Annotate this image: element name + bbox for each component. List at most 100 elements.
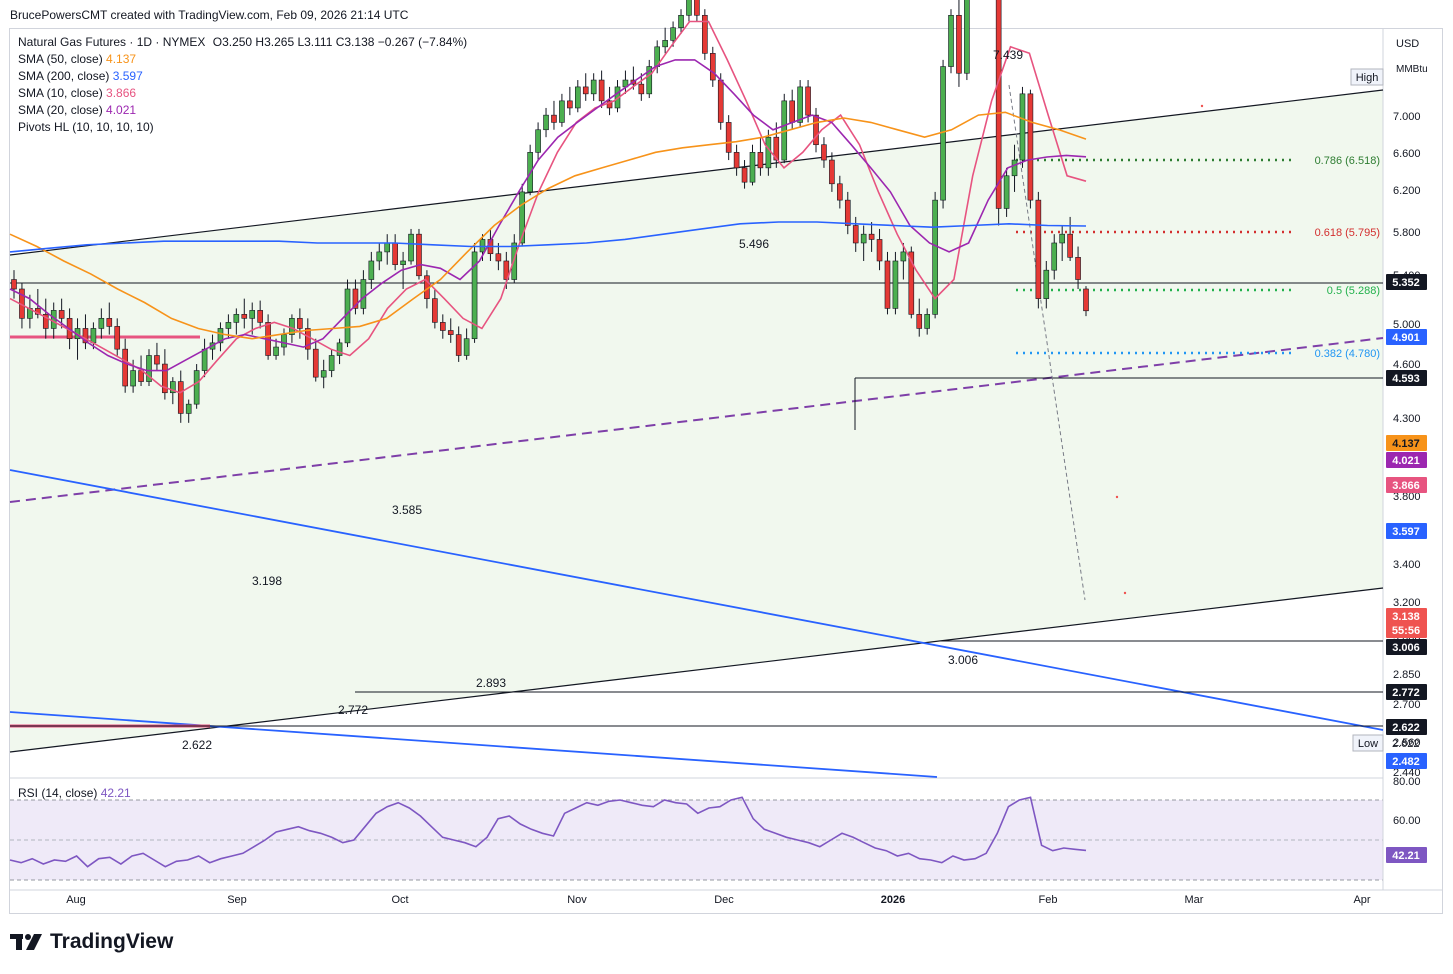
rsi-label: RSI (14, close): [18, 786, 98, 800]
fib-trend-line: [1008, 84, 1086, 601]
chart-header: BrucePowersCMT created with TradingView.…: [10, 8, 409, 22]
trendline-upper: [9, 469, 1384, 731]
sma200-line: [9, 221, 1087, 253]
candle-body: [98, 318, 105, 329]
candle-body: [170, 381, 176, 394]
candle-body: [765, 136, 772, 169]
candle-body: [582, 86, 589, 95]
channel-mid-line: [9, 337, 1384, 503]
price-badge: [1386, 719, 1427, 735]
candle-body: [797, 86, 803, 123]
pivot-label: 2.772: [338, 703, 368, 717]
rsi-tick-label: 60.00: [1393, 815, 1421, 827]
rsi-badge: [1386, 847, 1427, 863]
candle-body: [273, 346, 279, 356]
candle-body: [1083, 288, 1089, 312]
legend-sma50[interactable]: SMA (50, close) 4.137: [18, 51, 467, 68]
pivot-label: 3.006: [948, 653, 978, 667]
candle-body: [948, 14, 954, 67]
price-tick-label: 4.600: [1393, 359, 1421, 371]
time-tick-label: Sep: [227, 894, 247, 906]
tradingview-logo-icon: [10, 934, 42, 950]
candle-body: [860, 233, 867, 244]
price-tick-label: 2.440: [1393, 767, 1421, 779]
indicator-value: 3.866: [106, 86, 137, 100]
pivot-label: 2.622: [182, 738, 212, 752]
chart-frame: [9, 28, 1443, 914]
candle-body: [733, 152, 740, 169]
candle-body: [249, 310, 256, 319]
price-tick-label: 5.800: [1393, 227, 1421, 239]
candle-body: [1075, 257, 1081, 280]
candle-body: [749, 152, 756, 183]
symbol-name[interactable]: Natural Gas Futures · 1D · NYMEX: [18, 35, 206, 49]
candle-body: [916, 314, 923, 329]
price-tick-label: 5.000: [1393, 319, 1421, 331]
candle-body: [297, 318, 303, 329]
candle-body: [122, 348, 128, 387]
price-badge: [1386, 452, 1427, 468]
legend-sma20[interactable]: SMA (20, close) 4.021: [18, 102, 467, 119]
candle-body: [757, 152, 764, 169]
price-badge-label: 4.593: [1392, 373, 1420, 385]
candle-body: [908, 251, 915, 315]
candle-body: [154, 355, 160, 365]
price-badge: [1386, 370, 1427, 386]
high-tag: [1350, 68, 1384, 86]
legend-sma10[interactable]: SMA (10, close) 3.866: [18, 85, 467, 102]
candle-body: [455, 334, 462, 356]
candle-body: [884, 260, 891, 309]
legend-symbol-row[interactable]: Natural Gas Futures · 1D · NYMEX O3.250 …: [18, 34, 467, 51]
candle-body: [90, 328, 97, 344]
candle-body: [686, 0, 692, 16]
legend-pivots[interactable]: Pivots HL (10, 10, 10, 10): [18, 119, 467, 136]
candle-body: [1043, 269, 1050, 299]
candle-body: [336, 342, 343, 356]
candle-body: [773, 136, 780, 161]
candle-body: [924, 314, 930, 329]
candle-body: [741, 167, 748, 183]
price-badge-label: 3.597: [1392, 526, 1420, 538]
sma10-line: [9, 20, 1087, 394]
candle-body: [559, 100, 565, 123]
candle-body: [1027, 93, 1034, 201]
candle-body: [805, 86, 811, 116]
low-label: Low: [1358, 738, 1378, 750]
candle-body: [646, 66, 653, 95]
rsi-legend[interactable]: RSI (14, close) 42.21: [18, 786, 131, 800]
candle-body: [503, 260, 510, 280]
candle-body: [58, 310, 65, 319]
price-badge-label: 3.006: [1392, 642, 1420, 654]
legend-sma200[interactable]: SMA (200, close) 3.597: [18, 68, 467, 85]
price-tick-label: 6.200: [1393, 185, 1421, 197]
candle-body: [320, 370, 327, 378]
indicator-label: Pivots HL (10, 10, 10, 10): [18, 120, 154, 134]
candle-body: [193, 370, 200, 405]
trendline-lower: [9, 711, 938, 778]
price-badge-label: 4.137: [1392, 438, 1420, 450]
marker-dot: [1115, 495, 1119, 499]
candle-body: [852, 225, 859, 244]
candle-body: [495, 253, 502, 262]
fib-level-label: 0.786 (6.518): [1315, 155, 1380, 167]
sma50-line: [9, 111, 1087, 340]
candle-body: [1019, 93, 1026, 161]
marker-dot: [1123, 591, 1127, 595]
candle-body: [392, 242, 398, 265]
candle-body: [138, 370, 144, 382]
price-badge: [1386, 329, 1427, 345]
candle-body: [281, 334, 287, 348]
time-tick-label: Mar: [1185, 894, 1204, 906]
candle-body: [892, 260, 899, 309]
price-tick-label: 3.800: [1393, 491, 1421, 503]
pivot-label: 3.585: [392, 503, 422, 517]
candle-body: [995, 0, 1002, 209]
candle-body: [162, 363, 168, 394]
candle-body: [368, 260, 375, 280]
indicator-value: 4.137: [106, 52, 137, 66]
unit-label: MMBtu: [1396, 64, 1428, 75]
candle-body: [868, 233, 875, 240]
candle-body: [225, 322, 232, 329]
tradingview-logo: TradingView: [10, 930, 173, 954]
